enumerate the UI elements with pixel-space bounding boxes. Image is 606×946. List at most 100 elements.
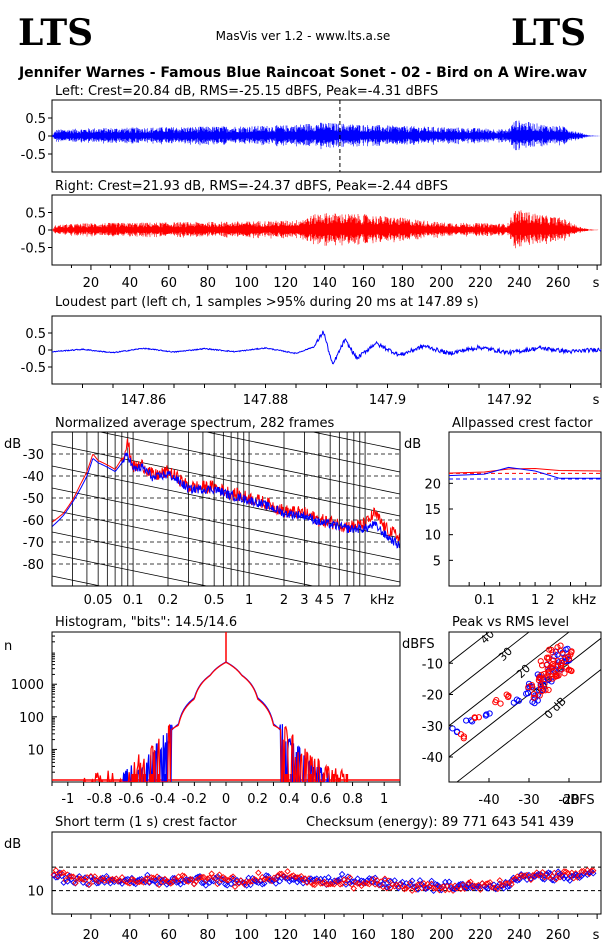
peak-rms-point-red <box>530 694 537 701</box>
histogram-tail-bar <box>164 774 168 782</box>
short-crest-point-red <box>72 879 79 887</box>
peak-rms-point-red <box>460 733 468 740</box>
loudest-part-title: Loudest part (left ch, 1 samples >95% du… <box>55 295 479 310</box>
short-crest-point-blue <box>97 876 104 883</box>
spectrum-frame <box>51 431 401 587</box>
short-crest-point-red <box>527 876 535 883</box>
short-crest-point-blue <box>504 883 511 891</box>
right-waveform-xtick-label: 200 <box>429 276 454 291</box>
histogram-tail-bar <box>309 774 312 782</box>
short-crest-point-red <box>438 884 445 891</box>
short-crest-point-blue <box>259 880 266 888</box>
short-crest-xtick-label: 140 <box>312 928 337 943</box>
histogram-xtick-label: 0.2 <box>247 792 268 807</box>
right-waveform-xtick-label: 160 <box>351 276 376 291</box>
histogram-tail-bar <box>332 774 336 782</box>
loudest-part-ytick-label: 0 <box>38 344 46 359</box>
short-crest-point-blue <box>469 882 476 890</box>
allpassed-crest-title: Allpassed crest factor <box>452 416 593 431</box>
right-waveform-ytick-label: 0 <box>38 224 46 239</box>
short-crest-xunit: s <box>593 928 600 943</box>
short-crest-point-blue <box>424 884 431 892</box>
short-crest-point-blue <box>453 883 461 891</box>
short-crest-point-blue <box>262 872 270 879</box>
short-crest-point-blue <box>350 878 357 885</box>
short-crest-point-red <box>223 876 231 884</box>
peak-rms-point-blue <box>510 699 517 706</box>
short-crest-xtick-label: 160 <box>351 928 376 943</box>
short-crest-point-red <box>179 872 186 879</box>
short-crest-xtick-label: 180 <box>390 928 415 943</box>
histogram-xtick-label: 0 <box>222 792 230 807</box>
histogram-tail-bar <box>157 774 160 782</box>
short-crest-point-blue <box>578 872 585 880</box>
short-crest-point-red <box>198 873 206 881</box>
spectrum-slope-line <box>52 312 400 384</box>
short-term-crest-panel: Short term (1 s) crest factor Checksum (… <box>4 815 602 943</box>
checksum: Checksum (energy): 89 771 643 541 439 <box>306 815 574 830</box>
spectrum-ylabel: dB <box>4 437 21 452</box>
short-crest-xtick-label: 220 <box>468 928 493 943</box>
peak-rms-ytick-label: -30 <box>422 720 443 735</box>
short-crest-point-red <box>186 875 194 883</box>
right-waveform-ytick-label: -0.5 <box>21 242 46 257</box>
short-crest-point-red <box>428 880 435 888</box>
histogram-ylabel: n <box>4 639 12 654</box>
histogram-series-red <box>83 661 347 782</box>
peak-rms-frame <box>448 631 602 783</box>
peak-rms-point-red <box>567 667 574 674</box>
short-crest-point-red <box>204 875 211 882</box>
short-crest-point-red <box>539 869 546 876</box>
short-crest-point-blue <box>428 877 435 885</box>
short-crest-point-blue <box>560 875 568 882</box>
crest-line <box>449 637 601 758</box>
short-crest-xtick-label: 120 <box>273 928 298 943</box>
short-crest-point-blue <box>93 879 101 887</box>
spectrum-xtick-label: 1 <box>245 593 253 608</box>
peak-rms-point-red <box>537 658 544 665</box>
short-crest-point-blue <box>83 880 91 888</box>
peak-rms-point-red <box>554 672 561 680</box>
short-crest-point-red <box>477 886 484 893</box>
short-crest-point-blue <box>348 878 356 885</box>
short-crest-point-blue <box>580 870 587 878</box>
histogram-tail-bar <box>131 774 134 782</box>
loudest-part-trace <box>51 330 602 365</box>
short-crest-xtick-label: 20 <box>83 928 100 943</box>
short-crest-point-red <box>305 875 313 882</box>
histogram-xtick-label: 1 <box>380 792 388 807</box>
peak-rms-ylabel: dBFS <box>402 637 435 652</box>
short-crest-point-red <box>556 873 564 881</box>
histogram-tail-bar <box>149 774 152 782</box>
crest-line-label: 30 <box>496 645 515 664</box>
short-crest-point-red <box>81 876 89 884</box>
short-crest-point-red <box>255 869 262 877</box>
short-crest-point-red <box>76 875 83 883</box>
short-crest-point-red <box>342 879 350 886</box>
histogram-ytick-label: 10 <box>27 743 44 758</box>
short-crest-xtick-label: 260 <box>546 928 571 943</box>
histogram-tail-bar <box>124 774 128 782</box>
spectrum-xtick-label: 3 <box>300 593 308 608</box>
short-crest-point-red <box>560 868 568 875</box>
peak-rms-point-red <box>529 684 536 691</box>
short-crest-point-red <box>276 870 284 878</box>
allpassed-crest-ylabel: dB <box>404 437 421 452</box>
spectrum-slope-line <box>52 509 400 583</box>
right-waveform-ytick-label: 0.5 <box>25 207 46 222</box>
short-crest-point-red <box>227 874 235 882</box>
app-version: MasVis ver 1.2 - www.lts.a.se <box>216 29 391 43</box>
short-crest-point-blue <box>290 876 297 883</box>
spectrum-xtick-label: 4 <box>315 593 323 608</box>
short-crest-point-red <box>79 876 87 883</box>
short-crest-point-blue <box>338 870 346 878</box>
short-crest-point-red <box>309 881 317 888</box>
short-crest-point-red <box>449 887 457 894</box>
peak-rms-point-blue <box>515 697 522 704</box>
short-crest-point-red <box>436 886 443 894</box>
short-crest-point-red <box>311 881 319 889</box>
crest-line-label: 0 dB <box>542 695 569 722</box>
short-crest-point-blue <box>64 878 71 885</box>
short-crest-point-red <box>350 885 357 892</box>
